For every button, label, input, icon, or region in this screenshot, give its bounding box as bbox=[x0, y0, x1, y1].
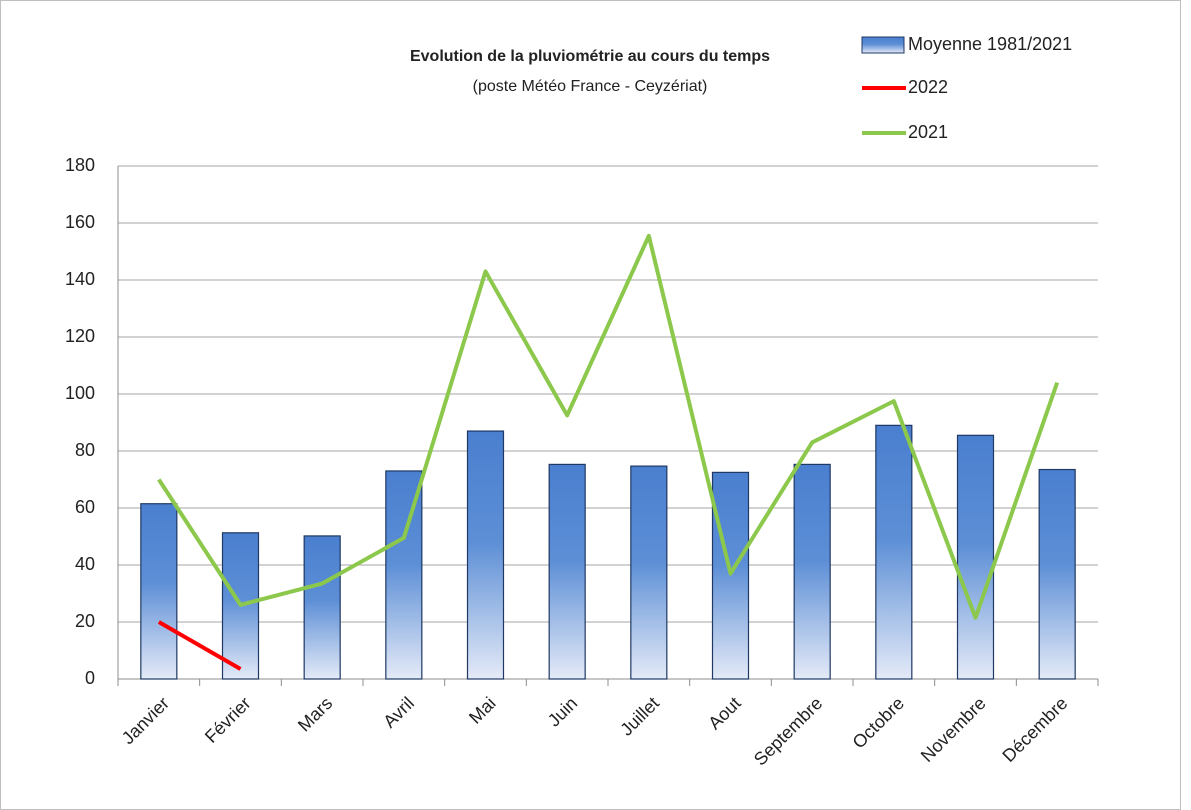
bar bbox=[548, 463, 586, 680]
y-tick-label: 80 bbox=[75, 440, 95, 460]
y-tick-label: 20 bbox=[75, 611, 95, 631]
y-tick-label: 180 bbox=[65, 155, 95, 175]
bar bbox=[140, 503, 178, 680]
bar bbox=[1038, 468, 1076, 680]
y-tick-label: 160 bbox=[65, 212, 95, 232]
bar bbox=[303, 535, 341, 680]
chart-subtitle: (poste Météo France - Ceyzériat) bbox=[473, 78, 708, 95]
y-tick-label: 140 bbox=[65, 269, 95, 289]
y-tick-label: 60 bbox=[75, 497, 95, 517]
legend-swatch bbox=[861, 36, 905, 54]
bar bbox=[630, 465, 668, 680]
bar bbox=[466, 430, 505, 680]
legend-label: 2022 bbox=[908, 77, 948, 97]
legend-label: Moyenne 1981/2021 bbox=[908, 34, 1072, 54]
chart-title: Evolution de la pluviométrie au cours du… bbox=[410, 48, 770, 65]
y-tick-label: 40 bbox=[75, 554, 95, 574]
legend-label: 2021 bbox=[908, 122, 948, 142]
y-tick-label: 100 bbox=[65, 383, 95, 403]
bar bbox=[385, 470, 423, 680]
bar bbox=[956, 434, 995, 680]
bar bbox=[793, 463, 831, 680]
bar bbox=[221, 532, 260, 680]
y-tick-label: 120 bbox=[65, 326, 95, 346]
bar bbox=[711, 471, 750, 680]
line-series bbox=[157, 620, 242, 671]
line-series bbox=[157, 233, 1060, 620]
y-tick-label: 0 bbox=[85, 668, 95, 688]
bar bbox=[875, 424, 913, 680]
